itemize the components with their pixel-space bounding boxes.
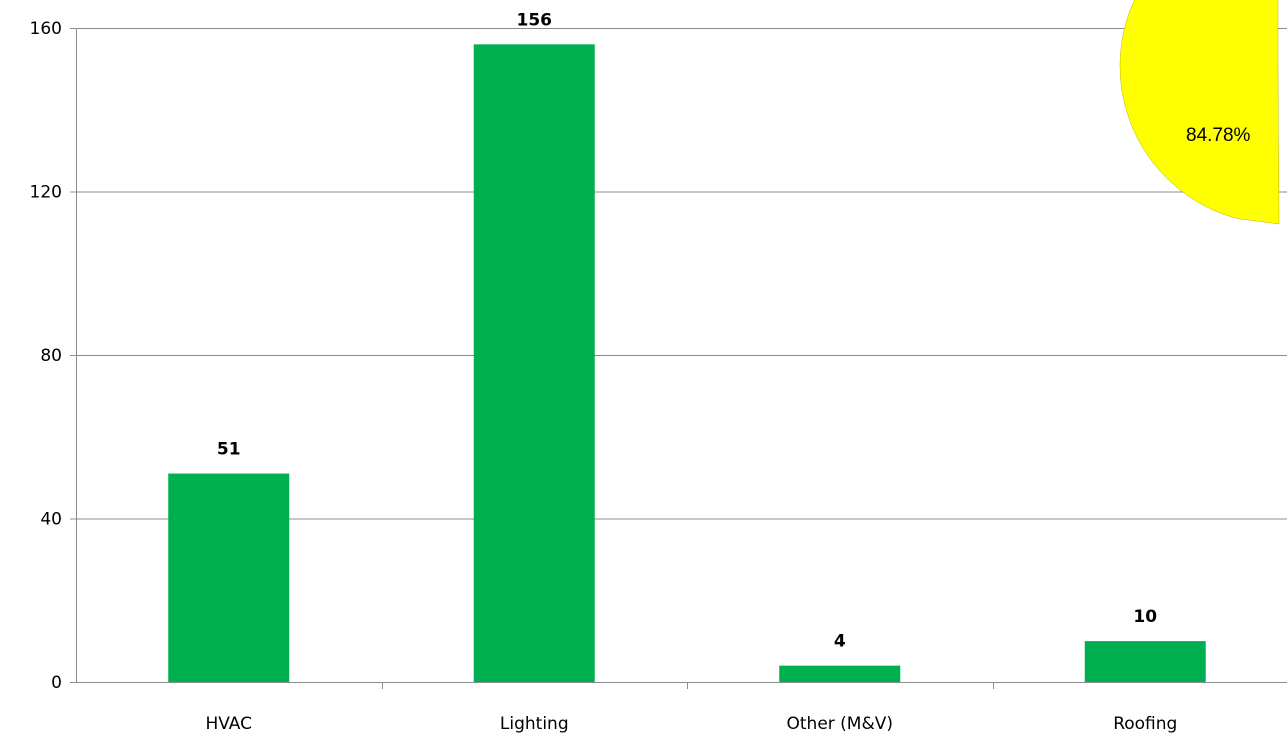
bars [168, 44, 1206, 683]
data-label: 51 [217, 440, 241, 460]
data-label: 156 [517, 10, 553, 30]
x-tick-label: Lighting [500, 714, 569, 734]
pie-slice [1119, 0, 1280, 225]
data-label: 4 [834, 632, 846, 652]
axes [70, 28, 1287, 689]
bar [779, 665, 901, 682]
x-tick-label: Roofing [1113, 714, 1177, 734]
bar [473, 44, 595, 683]
y-tick-label: 160 [30, 19, 62, 39]
data-label: 10 [1133, 607, 1157, 627]
labels: 0 40 80 120 160 51 HVAC 156 Lighting 4 Other (M&V)… [30, 10, 1178, 734]
y-tick-label: 0 [51, 673, 62, 693]
x-tick-label: Other (M&V) [787, 714, 894, 734]
pie-slice-label: 84.78% [1186, 125, 1251, 146]
pie-overlay: 84.78% [1119, 0, 1280, 225]
x-tick-label: HVAC [205, 714, 252, 734]
gridlines [76, 28, 1287, 520]
bar [168, 473, 290, 682]
bar [1084, 641, 1206, 682]
y-tick-label: 40 [40, 510, 62, 530]
y-tick-label: 80 [40, 346, 62, 366]
y-tick-label: 120 [30, 183, 62, 203]
